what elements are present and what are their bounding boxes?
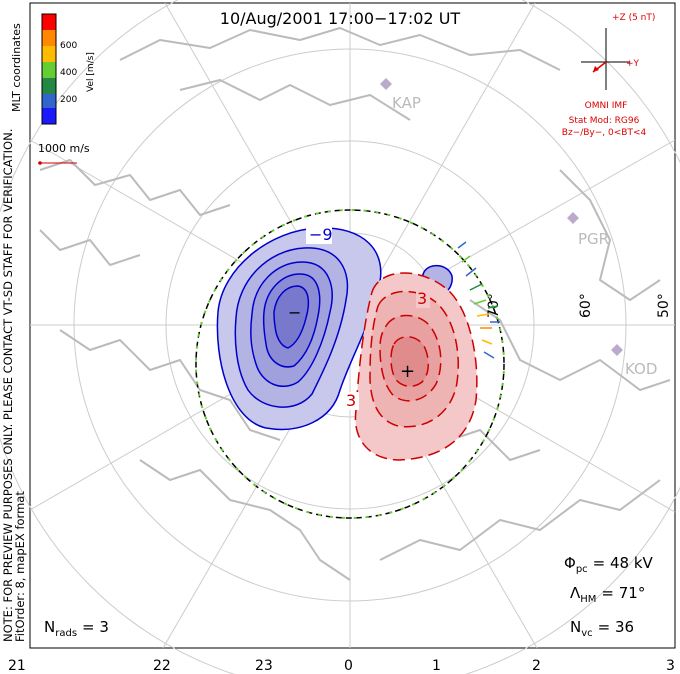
coastline: [139, 459, 351, 581]
lat-label-50: 50°: [656, 293, 672, 318]
stat-value: = 3: [82, 618, 109, 636]
stat-value: = 36: [598, 618, 634, 636]
mlt-axis: 21 22 23 0 1 2 3: [8, 658, 675, 674]
positive-potential-cell: + 3 3: [345, 272, 478, 461]
stat-subscript: pc: [576, 564, 588, 575]
stat-symbol: Φ: [564, 554, 576, 572]
station-marker-icon: [611, 344, 623, 356]
stat-symbol: N: [570, 618, 581, 636]
stat-symbol: Λ: [570, 584, 581, 602]
velocity-vectors: [457, 241, 500, 359]
mlt-tick: 22: [153, 658, 171, 674]
colorbar-tick: 200: [60, 95, 77, 105]
station-label-kap: KAP: [392, 94, 421, 112]
coastline: [179, 79, 411, 121]
colorbar-swatch: [42, 46, 56, 62]
mlt-tick: 21: [8, 658, 26, 674]
contour-neg: [273, 285, 310, 349]
map-stats: Φpc = 48 kV ΛHM = 71° Nvc = 36 Nrads = 3: [44, 554, 654, 639]
contour-pos: [390, 336, 429, 388]
stat-n-vc: Nvc = 36: [570, 618, 634, 639]
coastline: [39, 229, 141, 266]
contour-label-bg: [345, 392, 359, 410]
imf-z-label: +Z (5 nT): [612, 13, 655, 23]
imf-arrow-icon: [593, 66, 599, 72]
colorbar-unit-label: Vel [m/s]: [86, 52, 96, 92]
contour-label-pos: 3: [346, 391, 356, 410]
colorbar-frame: [41, 13, 57, 125]
map-title: 10/Aug/2001 17:00−17:02 UT: [220, 9, 461, 28]
imf-source: OMNI IMF: [585, 101, 628, 111]
hm-boundary-vectors: [195, 209, 505, 519]
velocity-vector: [469, 283, 483, 291]
coastline: [59, 329, 281, 441]
colorbar-tick: 400: [60, 68, 77, 78]
mlt-tick: 1: [432, 658, 441, 674]
coastlines: [39, 27, 671, 581]
velocity-vector: [461, 255, 471, 263]
colorbar-swatch: [42, 108, 56, 124]
station-label-kod: KOD: [625, 360, 657, 378]
mlt-tick: 2: [532, 658, 541, 674]
imf-model: Stat Mod: RG96: [569, 116, 640, 126]
coastline: [559, 169, 661, 301]
stat-subscript: rads: [55, 628, 77, 639]
stat-subscript: vc: [581, 628, 592, 639]
potential-min-marker: −: [288, 303, 301, 322]
velocity-vector: [487, 305, 499, 309]
stat-phi-pc: Φpc = 48 kV: [564, 554, 654, 575]
velocity-vector: [465, 267, 477, 277]
colorbar-tick: 600: [60, 41, 77, 51]
coastline: [379, 479, 661, 561]
velocity-scale-label: 1000 m/s: [38, 142, 90, 155]
velocity-vector: [476, 313, 490, 317]
velocity-vector: [481, 339, 493, 345]
coastline: [469, 299, 671, 391]
stat-symbol: N: [44, 618, 55, 636]
velocity-vector: [473, 299, 487, 305]
mlt-tick: 23: [255, 658, 273, 674]
mlt-tick: 0: [344, 658, 353, 674]
imf-y-label: +Y: [626, 59, 640, 69]
mlt-tick: 3: [666, 658, 675, 674]
contour-label-neg: −9: [309, 225, 333, 244]
velocity-vector: [457, 241, 467, 249]
colorbar-swatch: [42, 62, 56, 78]
coords-label: MLT coordinates: [10, 23, 23, 112]
coastline: [119, 27, 561, 71]
potential-max-marker: +: [400, 361, 415, 382]
stat-subscript: HM: [580, 594, 596, 605]
colorbar-swatch: [42, 94, 56, 108]
velocity-colorbar: 600 400 200 Vel [m/s]: [41, 13, 96, 125]
station-label-pgr: PGR: [578, 230, 609, 248]
imf-clock: +Z (5 nT) +Y OMNI IMF Stat Mod: RG96 Bz−…: [562, 13, 656, 138]
stat-value: = 48 kV: [593, 554, 654, 572]
velocity-vector: [483, 351, 495, 359]
preview-note: NOTE: FOR PREVIEW PURPOSES ONLY. PLEASE …: [1, 129, 15, 642]
stations: KAP PGR KOD: [380, 78, 657, 378]
contour-label-pos: 3: [417, 289, 427, 308]
imf-condition: Bz−/By−, 0<BT<4: [562, 128, 647, 138]
lat-label-60: 60°: [578, 293, 594, 318]
contour-label-bg: [306, 226, 332, 244]
colorbar-swatch: [42, 14, 56, 30]
stat-value: = 71°: [601, 584, 645, 602]
stat-n-rads: Nrads = 3: [44, 618, 109, 639]
coastline: [39, 159, 231, 216]
fit-order-label: FitOrder: 8, mapEX format: [13, 491, 27, 642]
station-marker-icon: [380, 78, 392, 90]
stat-lambda-hm: ΛHM = 71°: [570, 584, 645, 605]
colorbar-swatch: [42, 30, 56, 46]
contour-label-bg: [416, 290, 430, 308]
colorbar-swatch: [42, 78, 56, 94]
station-marker-icon: [567, 212, 579, 224]
